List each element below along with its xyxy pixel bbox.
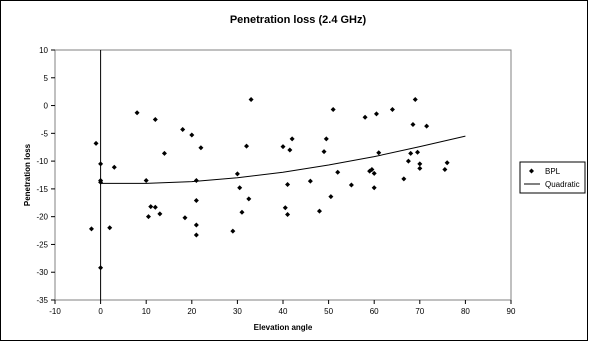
bpl-data-point	[230, 228, 236, 234]
chart-title: Penetration loss (2.4 GHz)	[230, 14, 367, 26]
series-line-quadratic	[100, 135, 466, 184]
legend-marker-bpl	[529, 168, 534, 174]
bpl-data-point	[239, 209, 245, 215]
y-tick-label: -15	[36, 185, 48, 194]
bpl-data-point	[248, 96, 254, 102]
bpl-data-point	[143, 178, 149, 184]
bpl-data-point	[287, 147, 293, 153]
series-markers-bpl	[88, 96, 450, 271]
bpl-data-point	[88, 226, 94, 232]
bpl-data-point	[180, 126, 186, 132]
bpl-data-point	[405, 158, 411, 164]
bpl-data-point	[161, 150, 167, 156]
bpl-data-point	[98, 161, 104, 167]
y-tick-label: 0	[44, 102, 49, 111]
x-tick-label: 50	[324, 307, 333, 316]
bpl-data-point	[244, 143, 250, 149]
x-tick-label: -10	[49, 307, 61, 316]
legend-label-bpl: BPL	[545, 167, 561, 176]
y-tick-label: -25	[36, 240, 48, 249]
x-tick-label: 60	[370, 307, 379, 316]
bpl-data-point	[134, 110, 140, 116]
bpl-data-point	[442, 166, 448, 172]
bpl-data-point	[371, 185, 377, 191]
y-tick-label: 5	[44, 74, 49, 83]
y-tick-label: -30	[36, 268, 48, 277]
bpl-data-point	[371, 170, 377, 176]
legend-box	[519, 161, 586, 194]
bpl-data-point	[93, 140, 99, 146]
bpl-data-point	[410, 121, 416, 127]
legend-label-quadratic: Quadratic	[545, 180, 580, 189]
bpl-data-point	[415, 149, 421, 155]
x-tick-label: 70	[415, 307, 424, 316]
bpl-data-point	[389, 106, 395, 112]
bpl-data-point	[198, 145, 204, 151]
bpl-data-point	[412, 96, 418, 102]
bpl-data-point	[193, 178, 199, 184]
bpl-data-point	[237, 185, 243, 191]
x-axis: -10 0 10 20 30 40 50 60 70 80 90	[49, 300, 516, 316]
x-tick-label: 20	[187, 307, 196, 316]
bpl-data-point	[401, 176, 407, 182]
plot-area	[54, 49, 512, 301]
bpl-data-point	[417, 165, 423, 171]
bpl-data-point	[417, 161, 423, 167]
x-tick-label: 30	[233, 307, 242, 316]
y-axis: -35 -30 -25 -20 -15 -10 -5 0 5 10	[36, 46, 55, 305]
bpl-data-point	[111, 164, 117, 170]
y-tick-label: -10	[36, 157, 48, 166]
y-tick-label: 10	[39, 46, 48, 55]
y-tick-label: -5	[41, 129, 49, 138]
bpl-data-point	[157, 211, 163, 217]
bpl-data-point	[373, 111, 379, 117]
bpl-data-point	[376, 150, 382, 156]
bpl-data-point	[193, 232, 199, 238]
bpl-data-point	[152, 116, 158, 122]
bpl-data-point	[193, 198, 199, 204]
y-axis-label: Penetration loss	[23, 143, 32, 206]
bpl-data-point	[182, 215, 188, 221]
bpl-data-point	[152, 204, 158, 210]
bpl-data-point	[98, 265, 104, 271]
bpl-data-point	[348, 182, 354, 188]
bpl-data-point	[316, 208, 322, 214]
y-tick-label: -35	[36, 296, 48, 305]
bpl-data-point	[246, 196, 252, 202]
bpl-data-point	[424, 123, 430, 129]
legend: BPL Quadratic	[519, 161, 586, 194]
bpl-data-point	[362, 114, 368, 120]
x-tick-label: 80	[461, 307, 470, 316]
bpl-data-point	[145, 214, 151, 220]
bpl-data-point	[280, 144, 286, 150]
x-tick-label: 40	[279, 307, 288, 316]
x-tick-label: 90	[507, 307, 516, 316]
x-axis-label: Elevation angle	[254, 323, 313, 332]
bpl-data-point	[148, 204, 154, 210]
bpl-data-point	[234, 171, 240, 177]
y-tick-label: -20	[36, 213, 48, 222]
bpl-data-point	[321, 149, 327, 155]
bpl-data-point	[98, 179, 104, 185]
bpl-data-point	[193, 222, 199, 228]
x-tick-label: 10	[142, 307, 151, 316]
bpl-data-point	[369, 166, 375, 172]
bpl-data-point	[189, 132, 195, 138]
bpl-data-point	[335, 169, 341, 175]
bpl-data-point	[408, 150, 414, 156]
bpl-data-point	[285, 181, 291, 187]
bpl-data-point	[307, 178, 313, 184]
bpl-data-point	[282, 205, 288, 211]
x-tick-label: 0	[98, 307, 103, 316]
bpl-data-point	[285, 211, 291, 217]
bpl-data-point	[289, 136, 295, 142]
bpl-data-point	[107, 225, 113, 231]
bpl-data-point	[330, 106, 336, 112]
bpl-data-point	[328, 194, 334, 200]
bpl-data-point	[323, 136, 329, 142]
bpl-data-point	[444, 160, 450, 166]
